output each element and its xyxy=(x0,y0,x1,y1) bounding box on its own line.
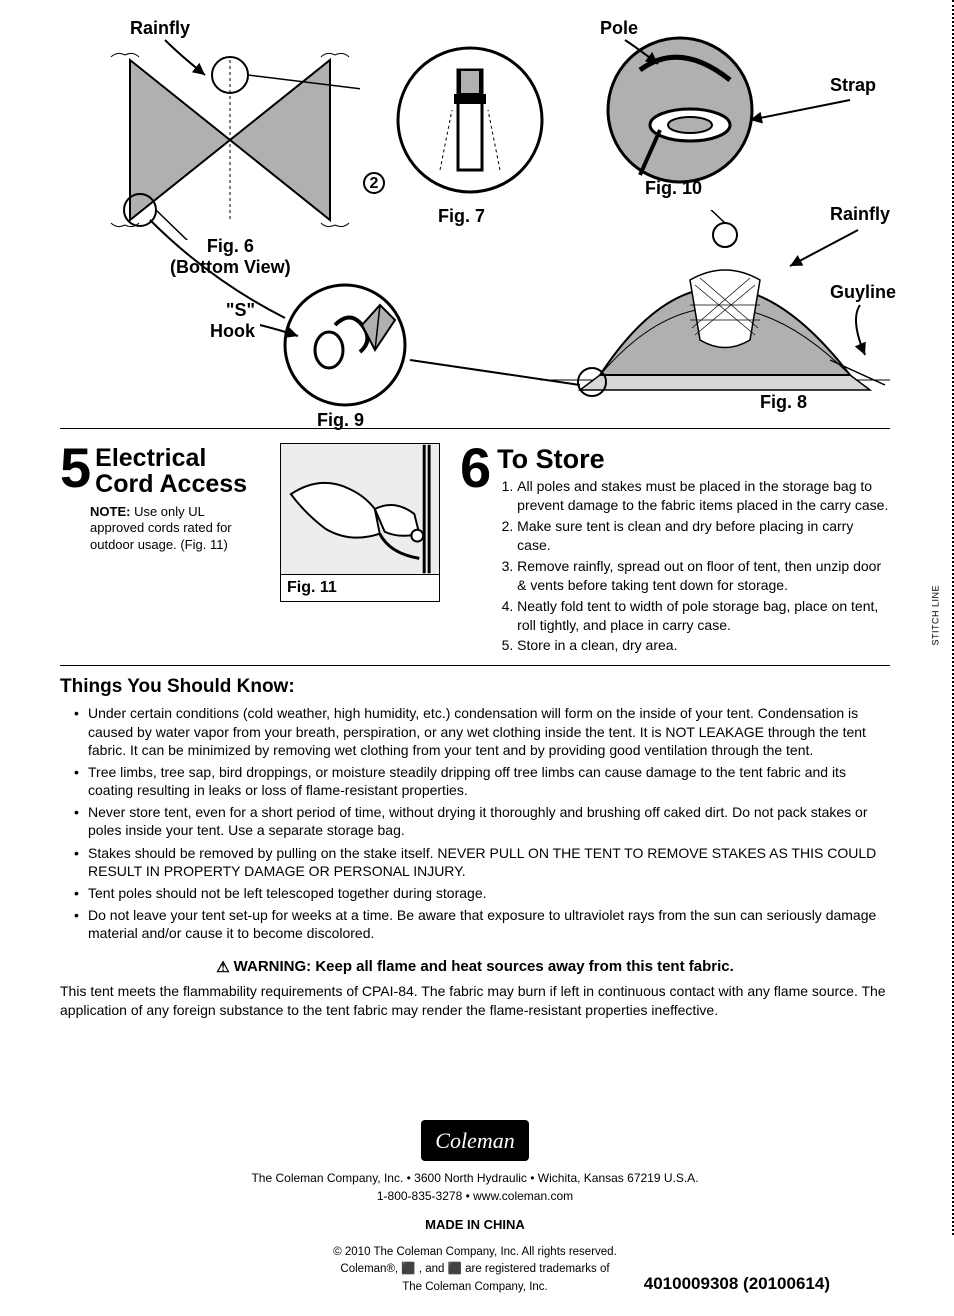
warning-headline-text: WARNING: Keep all flame and heat sources… xyxy=(234,958,734,975)
label-fig9: Fig. 9 xyxy=(317,410,364,431)
list-item: Tent poles should not be left telescoped… xyxy=(74,884,890,902)
label-s-hook: "S" Hook xyxy=(210,300,255,342)
list-item: Neatly fold tent to width of pole storag… xyxy=(517,597,890,635)
label-fig6: Fig. 6 (Bottom View) xyxy=(170,236,291,278)
figure-11-image xyxy=(281,444,439,574)
label-strap: Strap xyxy=(830,75,876,96)
tysk-list: Under certain conditions (cold weather, … xyxy=(60,704,890,942)
separator-2 xyxy=(60,665,890,666)
warning-icon: ⚠ xyxy=(216,958,229,978)
warning-headline: ⚠ WARNING: Keep all flame and heat source… xyxy=(60,957,890,978)
s-hook-text-2: Hook xyxy=(210,321,255,341)
warning-body: This tent meets the flammability require… xyxy=(60,982,890,1020)
section-6-number: 6 xyxy=(460,443,491,493)
list-item: Do not leave your tent set-up for weeks … xyxy=(74,906,890,942)
footer: Coleman The Coleman Company, Inc. • 3600… xyxy=(60,1120,890,1296)
page: Rainfly Pole Strap Fig. 10 Rainfly Guyli… xyxy=(0,0,890,1316)
label-guyline: Guyline xyxy=(830,282,896,303)
list-item: Store in a clean, dry area. xyxy=(517,636,890,655)
circled-2: 2 xyxy=(363,172,385,194)
figure-6-diagram xyxy=(100,40,360,240)
tysk-title: Things You Should Know: xyxy=(60,676,890,698)
list-item: Make sure tent is clean and dry before p… xyxy=(517,517,890,555)
fig6-text-1: Fig. 6 xyxy=(207,236,254,256)
fig6-text-2: (Bottom View) xyxy=(170,257,291,277)
figure-10-diagram xyxy=(600,30,760,190)
list-item: Never store tent, even for a short perio… xyxy=(74,803,890,839)
made-in: MADE IN CHINA xyxy=(60,1215,890,1235)
list-item: Remove rainfly, spread out on floor of t… xyxy=(517,557,890,595)
figure-11: Fig. 11 xyxy=(280,443,440,602)
footer-contact: 1-800-835-3278 • www.coleman.com xyxy=(60,1187,890,1205)
figure-9-diagram xyxy=(280,280,410,410)
section-5-number: 5 xyxy=(60,443,91,493)
label-pole: Pole xyxy=(600,18,638,39)
section-5-note: NOTE: Use only UL approved cords rated f… xyxy=(60,504,260,555)
section-6-steps: All poles and stakes must be placed in t… xyxy=(497,477,890,655)
note-label: NOTE: xyxy=(90,504,130,519)
label-rainfly-top: Rainfly xyxy=(130,18,190,39)
section-6: 6 To Store All poles and stakes must be … xyxy=(460,443,890,657)
figure-8-diagram xyxy=(540,210,890,400)
sections-5-6: 5 Electrical Cord Access NOTE: Use only … xyxy=(60,437,890,657)
section-5: 5 Electrical Cord Access NOTE: Use only … xyxy=(60,443,260,554)
label-fig8: Fig. 8 xyxy=(760,392,807,413)
list-item: Under certain conditions (cold weather, … xyxy=(74,704,890,759)
section-6-title: To Store xyxy=(497,443,890,473)
coleman-logo: Coleman xyxy=(421,1120,528,1161)
stitch-line-label: STITCH LINE xyxy=(931,585,941,646)
label-fig10: Fig. 10 xyxy=(645,178,702,199)
copyright-1: © 2010 The Coleman Company, Inc. All rig… xyxy=(60,1244,890,1261)
separator-1 xyxy=(60,428,890,429)
s-hook-text-1: "S" xyxy=(226,300,255,320)
list-item: All poles and stakes must be placed in t… xyxy=(517,477,890,515)
part-number: 4010009308 (20100614) xyxy=(644,1274,830,1294)
things-you-should-know: Things You Should Know: Under certain co… xyxy=(60,676,890,942)
diagram-area: Rainfly Pole Strap Fig. 10 Rainfly Guyli… xyxy=(60,20,890,420)
warning-block: ⚠ WARNING: Keep all flame and heat source… xyxy=(60,957,890,1020)
label-fig7: Fig. 7 xyxy=(438,206,485,227)
section-5-title: Electrical Cord Access xyxy=(95,443,260,498)
list-item: Stakes should be removed by pulling on t… xyxy=(74,844,890,880)
label-rainfly-right: Rainfly xyxy=(830,204,890,225)
figure-7-diagram xyxy=(390,40,550,200)
footer-address: The Coleman Company, Inc. • 3600 North H… xyxy=(60,1169,890,1187)
list-item: Tree limbs, tree sap, bird droppings, or… xyxy=(74,763,890,799)
figure-11-caption: Fig. 11 xyxy=(281,574,439,601)
